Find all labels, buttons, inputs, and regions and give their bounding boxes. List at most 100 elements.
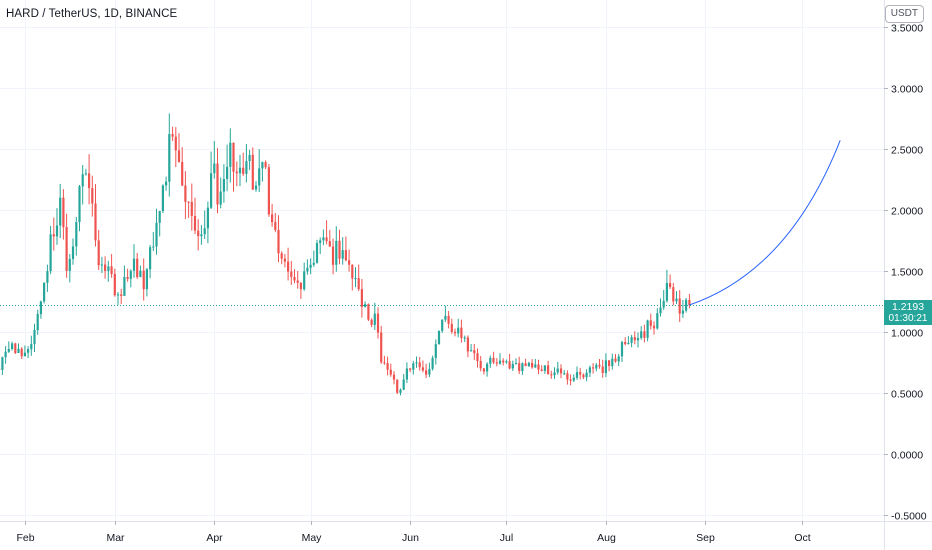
candle-body xyxy=(428,368,431,375)
candle xyxy=(254,181,258,192)
candle-body xyxy=(312,262,315,265)
candle-body xyxy=(633,337,636,341)
candle xyxy=(348,249,351,272)
candle xyxy=(566,370,569,385)
candle xyxy=(685,298,688,313)
candle xyxy=(579,367,582,380)
candle xyxy=(405,362,408,383)
candle-body xyxy=(527,362,530,367)
candle xyxy=(543,365,546,374)
candle xyxy=(502,358,505,366)
candle xyxy=(470,344,473,352)
candle-body xyxy=(656,313,659,329)
candle xyxy=(409,368,412,373)
candle xyxy=(49,225,52,275)
candle-body xyxy=(412,363,415,370)
candle xyxy=(277,215,280,263)
candle xyxy=(338,229,341,265)
candle-body xyxy=(165,181,168,186)
candle-body xyxy=(447,315,450,324)
candle xyxy=(344,236,347,262)
candle xyxy=(39,300,42,319)
candle-body xyxy=(277,230,280,254)
candle xyxy=(200,225,203,245)
candle xyxy=(187,201,190,218)
candle xyxy=(669,274,672,289)
candle xyxy=(216,148,219,214)
candle-body xyxy=(678,298,681,314)
candle xyxy=(296,271,299,289)
price-tick-label: 1.0000 xyxy=(891,328,923,340)
time-tick-label: Aug xyxy=(597,532,616,544)
candle xyxy=(643,324,646,343)
candle-body xyxy=(473,350,476,354)
candle-body xyxy=(222,179,225,192)
candle-body xyxy=(396,379,399,393)
candle xyxy=(100,256,103,274)
candle-body xyxy=(328,241,331,247)
candle-body xyxy=(405,368,408,380)
candle-body xyxy=(152,246,155,248)
currency-button[interactable]: USDT xyxy=(884,5,924,23)
candle xyxy=(614,354,617,363)
candle-body xyxy=(49,234,52,272)
candle-body xyxy=(27,349,30,353)
candle xyxy=(113,268,116,297)
candle-body xyxy=(190,201,193,216)
candle xyxy=(367,303,370,322)
candle-body xyxy=(559,368,563,374)
candle-body xyxy=(97,240,100,266)
candle xyxy=(498,353,502,365)
candle xyxy=(389,363,392,377)
candle xyxy=(489,355,492,368)
candle xyxy=(524,358,527,367)
candle-body xyxy=(75,222,78,247)
candle-body xyxy=(425,370,428,375)
candle xyxy=(534,358,537,369)
candle-body xyxy=(155,222,158,247)
candle-body xyxy=(226,166,229,179)
candle xyxy=(351,264,354,291)
candle xyxy=(84,168,87,176)
price-axis[interactable]: -0.5000 0.0000 0.5000 1.0000 1.5000 2.0000 2.5… xyxy=(884,23,927,523)
time-tick-label: Mar xyxy=(106,532,125,544)
candle xyxy=(267,164,270,217)
candle xyxy=(540,365,543,372)
candlestick-series xyxy=(0,113,691,396)
candle-body xyxy=(367,304,370,320)
candle-body xyxy=(245,161,248,174)
candle-body xyxy=(17,348,20,353)
candle-body xyxy=(229,142,232,167)
candle xyxy=(354,267,357,288)
candle-body xyxy=(158,211,161,223)
candle-body xyxy=(81,174,84,187)
candle-body xyxy=(566,373,569,380)
candle xyxy=(184,171,187,219)
candle xyxy=(59,183,62,239)
symbol-title[interactable]: HARD / TetherUS, 1D, BINANCE xyxy=(6,8,178,20)
candle xyxy=(68,254,71,283)
candle-body xyxy=(11,343,14,349)
candle-body xyxy=(248,154,251,161)
candle xyxy=(672,282,675,306)
candle-body xyxy=(100,264,103,266)
candle xyxy=(514,358,518,365)
candle xyxy=(592,363,595,374)
candle-body xyxy=(620,342,624,357)
candle-body xyxy=(251,154,254,190)
candle-body xyxy=(608,360,611,366)
candle-body xyxy=(62,197,65,228)
candle xyxy=(120,288,123,305)
time-axis[interactable]: Feb Mar Apr May Jun Jul Aug Sep Oct xyxy=(16,521,811,544)
candle xyxy=(662,289,665,311)
candle xyxy=(33,323,36,352)
candle-body xyxy=(235,171,238,174)
candle xyxy=(652,321,656,335)
candle-body xyxy=(489,357,492,364)
candle xyxy=(174,127,177,167)
candle-body xyxy=(418,362,421,368)
candle xyxy=(43,282,46,304)
price-tick-label: 1.5000 xyxy=(891,267,923,279)
projection-curve[interactable] xyxy=(689,140,841,306)
